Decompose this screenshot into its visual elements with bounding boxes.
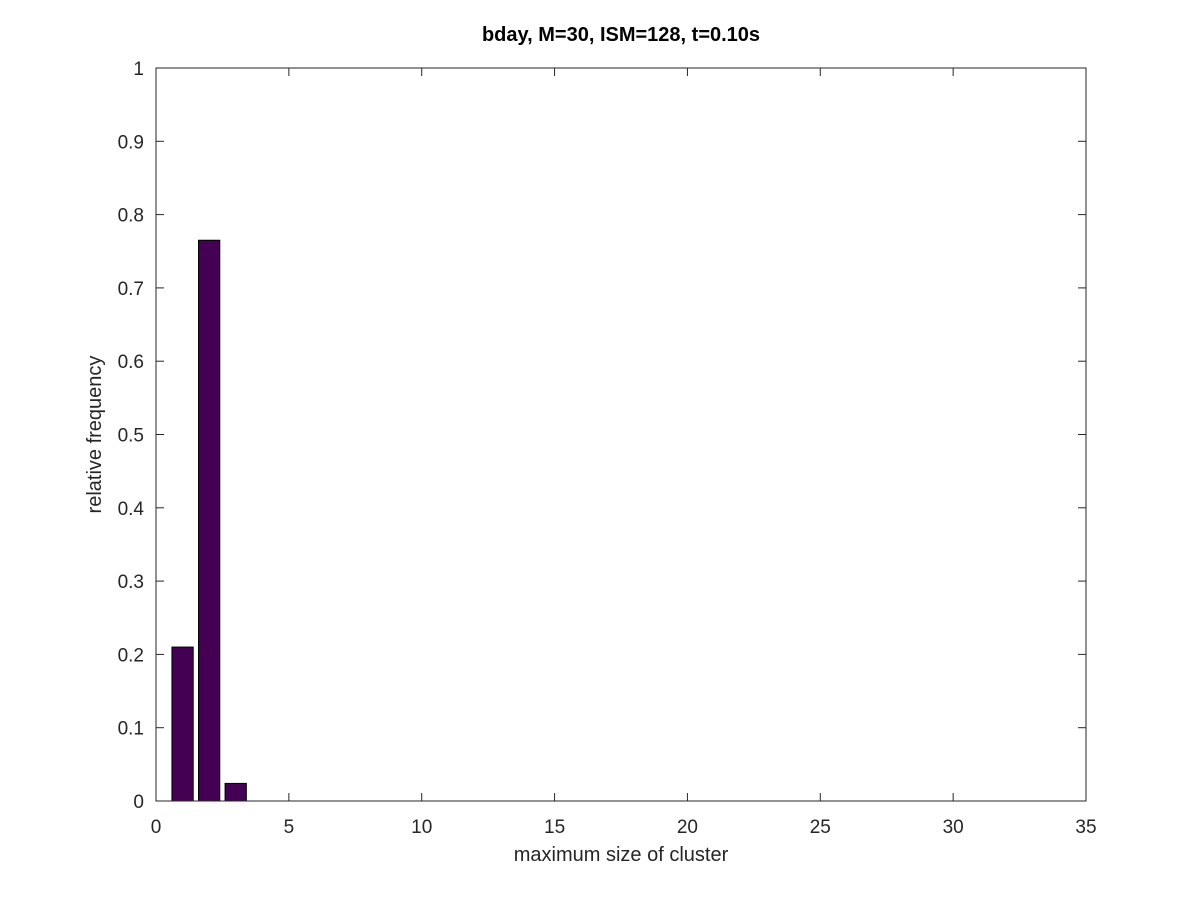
chart-title: bday, M=30, ISM=128, t=0.10s (482, 24, 760, 46)
y-tick-label: 0.8 (118, 206, 144, 227)
x-axis-label: maximum size of cluster (514, 844, 729, 866)
x-tick-label: 30 (943, 817, 964, 838)
y-tick-label: 0.5 (118, 426, 144, 447)
axis-ticks: 0 5 10 15 20 25 30 35 0 0.1 0.2 0.3 0.4 0.5 0.6 0.7 0.8 0… (118, 59, 1097, 838)
y-tick-label: 0.3 (118, 572, 144, 593)
y-tick-label: 0 (133, 792, 144, 813)
x-tick-label: 5 (284, 817, 295, 838)
x-tick-label: 0 (151, 817, 162, 838)
x-tick-label: 35 (1075, 817, 1096, 838)
x-tick-label: 15 (544, 817, 565, 838)
bar-1 (171, 646, 194, 802)
y-tick-label: 0.4 (118, 499, 145, 520)
x-tick-label: 25 (810, 817, 831, 838)
y-tick-label: 0.9 (118, 132, 144, 153)
plot-area-frame (155, 67, 1087, 802)
y-tick-label: 0.7 (118, 279, 144, 300)
y-tick-label: 0.2 (118, 645, 144, 666)
x-tick-label: 20 (677, 817, 698, 838)
bar-3 (224, 782, 247, 802)
bars-group (171, 239, 247, 802)
bar-2 (198, 239, 221, 802)
y-axis-label: relative frequency (84, 356, 106, 514)
x-tick-label: 10 (411, 817, 432, 838)
y-tick-label: 1 (133, 59, 144, 80)
y-tick-label: 0.1 (118, 719, 144, 740)
y-tick-label: 0.6 (118, 352, 144, 373)
